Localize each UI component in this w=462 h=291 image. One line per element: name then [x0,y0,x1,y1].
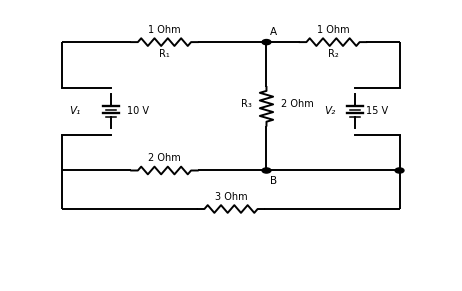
Text: R₂: R₂ [328,49,338,59]
Text: A: A [269,27,277,38]
Circle shape [262,40,271,45]
Text: 1 Ohm: 1 Ohm [316,25,349,35]
Text: V₁: V₁ [69,107,80,116]
Text: R₁: R₁ [159,49,170,59]
Text: 10 V: 10 V [127,107,149,116]
Text: R₃: R₃ [242,99,252,109]
Text: 3 Ohm: 3 Ohm [215,192,247,202]
Text: 1 Ohm: 1 Ohm [148,25,181,35]
Circle shape [395,168,404,173]
Text: 2 Ohm: 2 Ohm [148,153,181,163]
Text: V₂: V₂ [324,107,335,116]
Text: 2 Ohm: 2 Ohm [281,99,313,109]
Circle shape [262,168,271,173]
Text: B: B [269,176,277,186]
Text: 15 V: 15 V [366,107,389,116]
